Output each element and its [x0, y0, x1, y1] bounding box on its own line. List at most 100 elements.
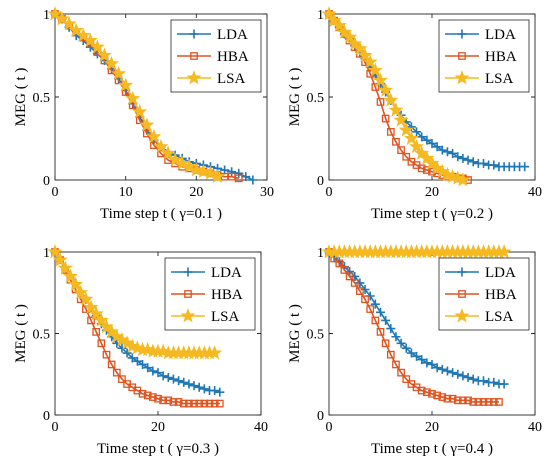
legend-entry-hba: HBA	[217, 49, 249, 65]
x-tick-label: 20	[425, 420, 439, 435]
x-axis-label: Time step t ( γ=0.2 )	[371, 206, 493, 222]
data-point-lda	[422, 135, 432, 145]
data-point-lsa	[331, 17, 347, 32]
x-tick-label: 20	[425, 185, 439, 200]
data-point-hba	[174, 398, 183, 406]
y-tick-label: 0	[317, 174, 324, 189]
data-point-lsa	[455, 172, 471, 187]
data-point-lsa	[125, 90, 141, 106]
data-point-lsa	[373, 72, 388, 87]
chart-panel-4: 0 20 40 0 0.5 1 Time step t ( γ=0.4 ) MEG ( t )…	[287, 244, 542, 457]
data-point-lda	[479, 158, 488, 168]
data-point-lda	[437, 364, 447, 374]
data-point-hba	[350, 279, 359, 287]
data-point-lda	[463, 373, 473, 383]
data-point-lsa	[403, 130, 419, 145]
legend-entry-hba: HBA	[211, 287, 243, 303]
data-point-hba	[335, 259, 344, 268]
y-tick-label: 0.5	[307, 91, 325, 106]
data-point-lda	[412, 127, 422, 137]
legend-marker-lda	[183, 267, 193, 277]
y-tick-label: 1	[43, 8, 50, 23]
data-point-lda	[468, 157, 478, 167]
legend-marker-hba	[184, 290, 192, 298]
data-point-lda	[406, 348, 416, 358]
data-point-lsa	[68, 22, 84, 37]
data-point-lda	[453, 152, 463, 162]
data-point-lda	[174, 376, 184, 386]
data-point-lsa	[111, 65, 127, 81]
data-point-lsa	[104, 55, 120, 71]
data-point-hba	[330, 254, 339, 263]
x-tick-label: 0	[326, 185, 333, 200]
x-tick-label: 20	[151, 420, 165, 435]
chart-panel-1: 0 10 20 30 0 0.5 1 Time step t ( γ=0.1 ) MEG ( t…	[13, 6, 274, 222]
data-point-hba	[118, 375, 126, 383]
data-point-lsa	[62, 268, 78, 283]
data-point-lda	[458, 153, 468, 163]
data-point-hba	[200, 399, 209, 408]
data-point-hba	[148, 393, 157, 401]
legend: LDA HBA LSA	[164, 257, 256, 331]
data-point-hba	[417, 164, 426, 173]
data-point-lsa	[393, 112, 409, 127]
data-point-lda	[210, 386, 220, 396]
data-point-lda	[432, 363, 442, 373]
data-point-hba	[402, 152, 411, 161]
data-point-hba	[366, 305, 375, 313]
data-point-lda	[376, 307, 385, 317]
legend-marker-hba	[458, 52, 466, 60]
data-point-hba	[402, 375, 411, 383]
y-axis-label: MEG ( t )	[13, 304, 29, 363]
data-point-lsa	[362, 54, 378, 69]
data-point-lsa	[174, 155, 190, 170]
data-point-hba	[422, 388, 431, 397]
x-axis-label: Time step t ( γ=0.3 )	[97, 441, 219, 457]
legend-entry-lsa: LSA	[211, 309, 240, 325]
data-point-lda	[360, 284, 370, 294]
data-point-hba	[464, 396, 472, 405]
data-point-hba	[234, 174, 243, 183]
data-point-lda	[427, 138, 437, 148]
series-lsa	[47, 6, 226, 184]
legend-entry-lda: LDA	[485, 265, 516, 281]
data-point-lsa	[210, 168, 226, 184]
legend-marker-lsa	[454, 70, 470, 85]
data-point-lsa	[496, 244, 512, 259]
data-point-hba	[340, 266, 349, 274]
data-point-lsa	[83, 299, 99, 314]
data-point-lda	[427, 359, 437, 369]
legend-marker-hba	[458, 290, 466, 298]
data-point-lsa	[68, 276, 84, 291]
data-point-lsa	[160, 145, 176, 160]
legend-marker-lsa	[180, 308, 196, 323]
data-point-lsa	[409, 138, 425, 154]
data-point-lda	[442, 366, 452, 376]
data-point-hba	[474, 398, 483, 406]
data-point-hba	[179, 399, 188, 408]
x-tick-label: 0	[326, 420, 333, 435]
data-point-lsa	[153, 138, 169, 154]
data-point-lda	[463, 155, 473, 165]
data-point-lda	[122, 348, 132, 358]
y-tick-label: 0.5	[33, 328, 51, 343]
data-point-hba	[371, 83, 380, 91]
legend-entry-lda: LDA	[485, 27, 516, 43]
data-point-lda	[241, 172, 251, 182]
data-point-lda	[417, 132, 427, 142]
data-point-lda	[386, 324, 396, 334]
y-tick-label: 0.5	[33, 91, 51, 106]
data-point-hba	[92, 328, 101, 336]
data-point-hba	[495, 398, 503, 406]
data-point-lda	[479, 376, 488, 386]
data-point-hba	[215, 399, 224, 408]
data-point-hba	[469, 398, 478, 406]
data-point-hba	[381, 114, 390, 123]
data-point-hba	[397, 368, 405, 377]
data-point-hba	[143, 129, 151, 138]
data-point-hba	[112, 368, 121, 377]
data-point-hba	[443, 394, 452, 403]
data-point-lsa	[321, 6, 337, 21]
data-point-lda	[468, 374, 478, 384]
data-point-lsa	[367, 62, 383, 77]
